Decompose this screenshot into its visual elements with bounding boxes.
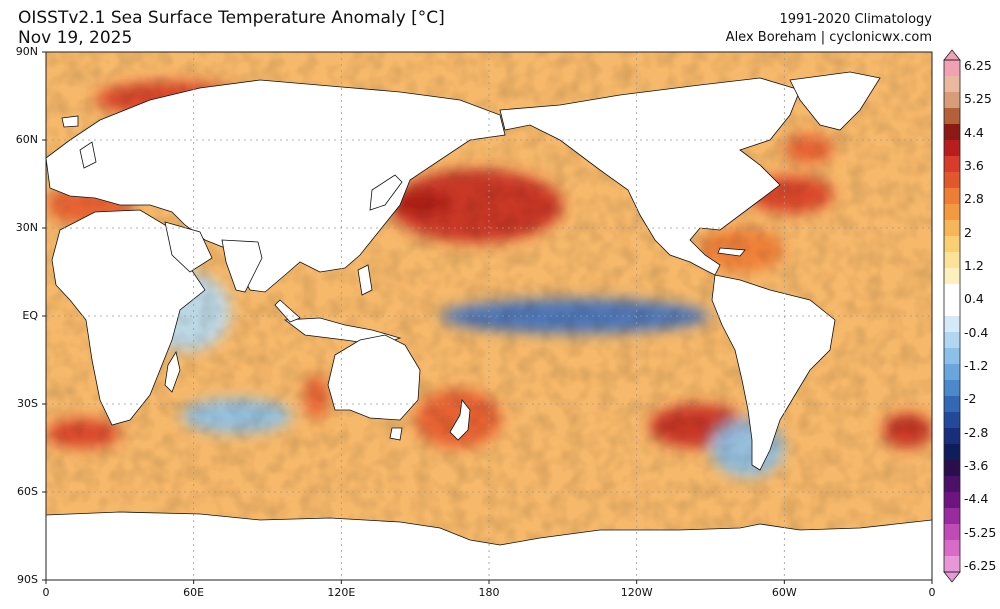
sumatra bbox=[274, 299, 301, 323]
colorbar-label: 3.6 bbox=[964, 158, 984, 173]
colorbar-segment-25 bbox=[944, 460, 960, 477]
eurasia bbox=[46, 79, 506, 293]
colorbar-segment-19 bbox=[944, 364, 960, 381]
colorbar-segment-23 bbox=[944, 428, 960, 445]
axis-ticks bbox=[42, 51, 933, 584]
map-date: Nov 19, 2025 bbox=[18, 28, 133, 48]
colorbar-label: 4.4 bbox=[964, 124, 984, 140]
colorbar-label: 2 bbox=[964, 224, 972, 240]
credits: 1991-2020 Climatology Alex Boreham | cyc… bbox=[726, 11, 932, 47]
colorbar-label: -1.2 bbox=[964, 358, 989, 373]
colorbar-label: -2 bbox=[964, 391, 977, 407]
south-america bbox=[711, 274, 836, 471]
colorbar-label: -4.4 bbox=[964, 491, 989, 507]
title-block: OISSTv2.1 Sea Surface Temperature Anomal… bbox=[18, 8, 445, 48]
colorbar-label: 1.2 bbox=[964, 258, 984, 273]
colorbar-segment-31 bbox=[944, 556, 960, 573]
colorbar-segment-21 bbox=[944, 396, 960, 413]
x-tick-label: 120W bbox=[620, 586, 653, 599]
colorbar-segment-17 bbox=[944, 332, 960, 349]
iceland bbox=[61, 115, 79, 128]
climatology-label: 1991-2020 Climatology bbox=[779, 12, 932, 27]
colorbar-segment-10 bbox=[944, 220, 960, 237]
colorbar-segment-28 bbox=[944, 508, 960, 525]
colorbar-segment-27 bbox=[944, 492, 960, 509]
colorbar-label: 0.4 bbox=[964, 291, 984, 307]
y-tick-label: 30S bbox=[17, 397, 38, 410]
colorbar-segment-11 bbox=[944, 236, 960, 253]
colorbar-segment-22 bbox=[944, 412, 960, 429]
colorbar-label: 2.8 bbox=[964, 191, 984, 207]
colorbar-segment-15 bbox=[944, 300, 960, 317]
greenland bbox=[789, 71, 881, 131]
colorbar-segment-29 bbox=[944, 524, 960, 541]
colorbar bbox=[943, 49, 961, 583]
colorbar-frame bbox=[943, 59, 961, 573]
x-tick-label: 60E bbox=[183, 586, 205, 599]
colorbar-segment-4 bbox=[944, 124, 960, 141]
y-tick-label: 90N bbox=[15, 45, 38, 58]
colorbar-label: -5.25 bbox=[964, 524, 997, 540]
colorbar-label: -2.8 bbox=[964, 424, 989, 440]
gridlines bbox=[46, 52, 932, 580]
colorbar-segment-20 bbox=[944, 380, 960, 397]
map-title: OISSTv2.1 Sea Surface Temperature Anomal… bbox=[18, 8, 445, 28]
credit-label: Alex Boreham | cyclonicwx.com bbox=[725, 30, 932, 45]
colorbar-segment-2 bbox=[944, 92, 960, 109]
arabia bbox=[164, 221, 213, 273]
colorbar-max-arrow bbox=[943, 49, 961, 61]
new-zealand bbox=[449, 399, 471, 441]
colorbar-segment-3 bbox=[944, 108, 960, 125]
colorbar-segment-7 bbox=[944, 172, 960, 189]
madagascar bbox=[164, 350, 181, 393]
colorbar-segment-12 bbox=[944, 252, 960, 269]
plot-area bbox=[46, 52, 932, 580]
colorbar-segment-6 bbox=[944, 156, 960, 173]
x-tick-label: 60W bbox=[771, 586, 797, 599]
y-tick-label: 60S bbox=[17, 485, 38, 498]
north-america bbox=[499, 77, 801, 276]
colorbar-label: 5.25 bbox=[964, 91, 992, 107]
colorbar-segment-24 bbox=[944, 444, 960, 461]
cuba bbox=[717, 247, 746, 257]
colorbar-segment-26 bbox=[944, 476, 960, 493]
british-isles bbox=[79, 141, 97, 169]
colorbar-label: -3.6 bbox=[964, 458, 989, 473]
colorbar-segment-9 bbox=[944, 204, 960, 221]
colorbar-label: -0.4 bbox=[964, 324, 989, 340]
colorbar-segment-1 bbox=[944, 76, 960, 93]
colorbar-label: -6.25 bbox=[964, 558, 997, 573]
philippines bbox=[357, 264, 373, 296]
colorbar-segment-8 bbox=[944, 188, 960, 205]
colorbar-segment-0 bbox=[944, 60, 960, 77]
japan bbox=[369, 174, 403, 211]
colorbar-segment-16 bbox=[944, 316, 960, 333]
colorbar-segment-14 bbox=[944, 284, 960, 301]
tasmania bbox=[389, 427, 403, 441]
x-tick-label: 0 bbox=[928, 586, 936, 599]
colorbar-segment-18 bbox=[944, 348, 960, 365]
colorbar-label: 6.25 bbox=[964, 58, 992, 73]
x-tick-label: 0 bbox=[42, 586, 50, 599]
india bbox=[221, 239, 263, 293]
colorbar-segment-5 bbox=[944, 140, 960, 157]
y-tick-label: 30N bbox=[15, 221, 38, 234]
x-tick-label: 180 bbox=[478, 586, 500, 599]
colorbar-segment-13 bbox=[944, 268, 960, 285]
colorbar-segment-30 bbox=[944, 540, 960, 557]
x-tick-label: 120E bbox=[327, 586, 356, 599]
y-tick-label: 60N bbox=[15, 133, 38, 146]
australia bbox=[327, 334, 421, 421]
y-tick-label: EQ bbox=[22, 309, 38, 322]
colorbar-min-arrow bbox=[943, 571, 961, 583]
y-tick-label: 90S bbox=[17, 573, 38, 586]
